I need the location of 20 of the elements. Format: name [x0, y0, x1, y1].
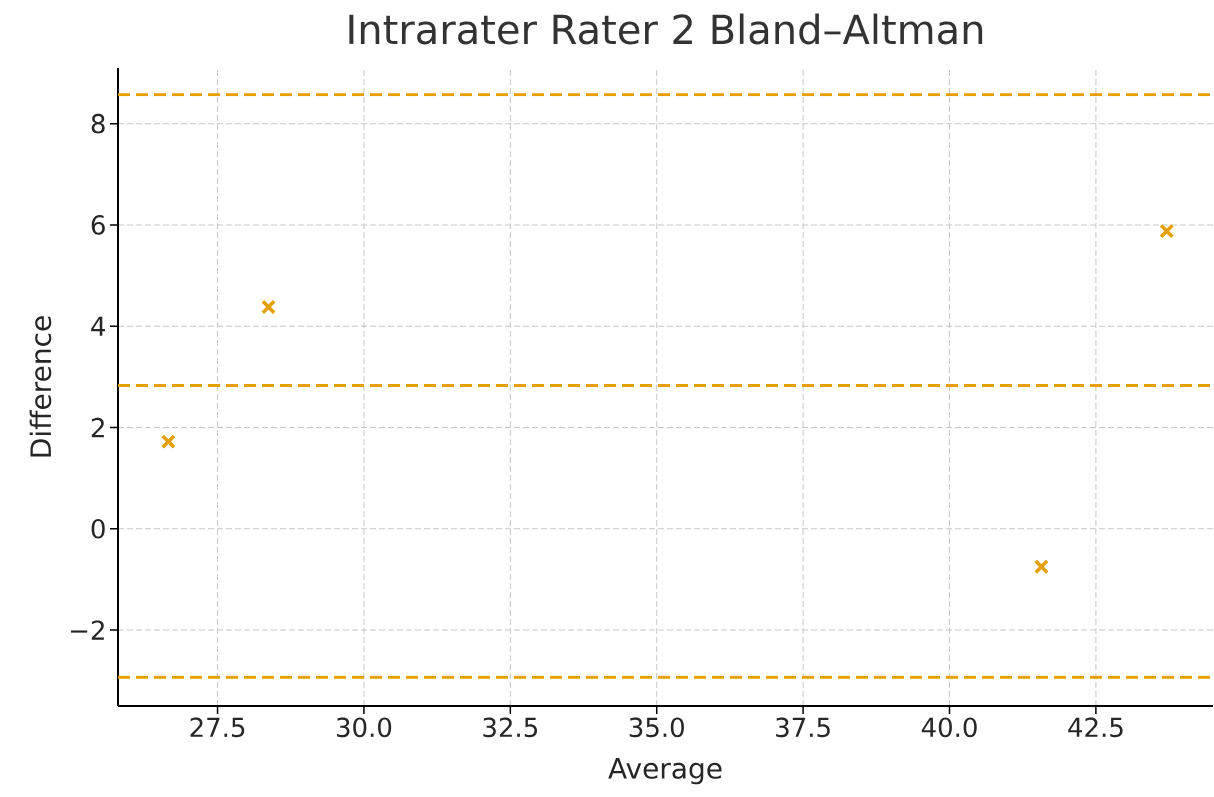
y-tick-label: −2 — [70, 620, 104, 640]
x-tick-label: 27.5 — [190, 717, 245, 738]
chart-title: Intrarater Rater 2 Bland–Altman — [349, 13, 983, 45]
x-tick-label: 32.5 — [483, 717, 537, 738]
x-axis-title: Average — [608, 758, 722, 785]
x-tick-label: 40.0 — [921, 717, 977, 738]
point — [1159, 223, 1175, 239]
y-tick-label: 4 — [91, 316, 106, 336]
x-tick-label: 37.5 — [776, 717, 830, 738]
point — [261, 299, 276, 315]
point — [1034, 559, 1049, 575]
point — [160, 434, 176, 450]
x-tick-label: 30.0 — [336, 717, 392, 738]
x-tick-label: 35.0 — [629, 717, 684, 738]
y-tick-label: 2 — [91, 417, 104, 438]
y-tick-label: 8 — [91, 113, 105, 134]
x-tick-label: 42.5 — [1068, 717, 1123, 738]
y-axis-title: Difference — [29, 316, 52, 457]
y-tick-label: 6 — [91, 215, 105, 235]
y-tick-label: 0 — [91, 518, 105, 539]
